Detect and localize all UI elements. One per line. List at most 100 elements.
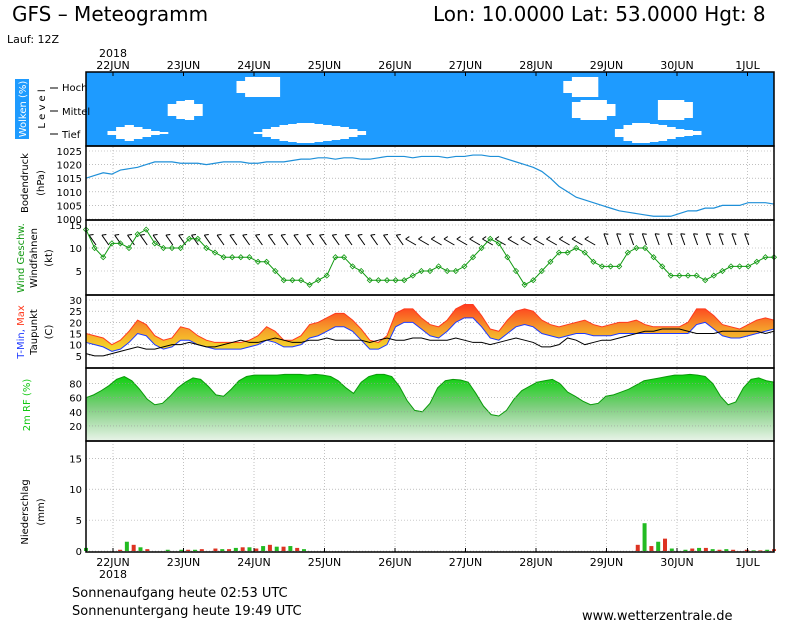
clouds-ylabel: Wolken (%) (18, 81, 29, 138)
wind-barb-shaft (191, 234, 199, 246)
wind-barb-shaft (507, 238, 519, 246)
wind-speed-point (659, 263, 666, 270)
cloud-cell-hoch (563, 81, 573, 93)
cloud-cell-tief (675, 129, 685, 137)
wind-tick-label: 10 (69, 244, 82, 255)
pressure-tick-label: 1015 (57, 174, 82, 185)
wind-speed-point (401, 277, 408, 284)
precip-bar (118, 549, 123, 551)
temp-ylabel: T-Min, Max (16, 305, 27, 360)
cloud-cell-mittel (193, 104, 203, 116)
wind-barb (395, 234, 404, 246)
cloud-cell-tief (322, 125, 332, 141)
sunrise-text: Sonnenaufgang heute 02:53 UTC (72, 586, 288, 601)
wind-barb-shaft (680, 233, 686, 246)
cloud-cell-tief (692, 131, 702, 135)
pressure-tick-label: 1010 (57, 188, 82, 199)
wind-barb-flag (744, 233, 750, 235)
cloud-cell-tief (270, 127, 281, 139)
wind-barb-shaft (571, 238, 583, 246)
wind-barb-flag (731, 233, 737, 235)
wind-barb-shaft (331, 234, 340, 246)
cloud-cell-tief (141, 129, 152, 137)
wind-barb-flag (383, 234, 389, 236)
wind-barb-flag (293, 234, 299, 236)
pressure-line (85, 154, 775, 217)
clouds-ylabel2: L e v e l (37, 89, 48, 128)
precip-bar (697, 547, 702, 551)
wind-barb-flag (507, 236, 513, 240)
wind-barb (319, 234, 327, 246)
cloud-cell-tief (632, 123, 642, 143)
cloud-cell-tief (253, 132, 263, 134)
wind-speed-point (220, 254, 227, 261)
wind-speed-point (762, 254, 769, 261)
cloud-cell-mittel (675, 100, 685, 120)
location-info: Lon: 10.0000 Lat: 53.0000 Hgt: 8 (433, 2, 766, 26)
wind-barb (152, 234, 161, 246)
year-label-bottom: 2018 (99, 568, 127, 581)
cloud-cell-tief (348, 129, 358, 137)
cloud-cell-tief (279, 125, 289, 141)
day-label-top: 26JUN (378, 59, 412, 72)
day-label-top: 25JUN (308, 59, 342, 72)
clouds-ylabel2-group: L e v e l (37, 89, 48, 128)
cloud-cell-tief (107, 131, 117, 135)
wind-speed-point (727, 263, 735, 270)
wind-barb-flag (456, 236, 461, 240)
wind-barb-flag (482, 236, 487, 240)
wind-barb-shaft (357, 234, 366, 246)
precip-bar (124, 541, 129, 551)
year-label-top: 2018 (99, 47, 127, 60)
clouds-ylabel-bg (15, 79, 29, 139)
panel-frame-wind (85, 219, 775, 296)
wind-speed-point (590, 258, 597, 265)
wind-barb-shaft (731, 233, 737, 246)
temp-tick-label: 30 (69, 296, 82, 307)
panel-frame-precip (85, 440, 775, 553)
wind-speed-point (409, 272, 416, 279)
wind-barb (139, 234, 148, 246)
precip-bar (281, 546, 286, 551)
cloud-cell-tief (133, 127, 143, 139)
precip-bar (295, 547, 300, 551)
cloud-cell-hoch (253, 77, 263, 97)
day-label-top: 24JUN (237, 59, 271, 72)
cloud-cell-mittel (167, 104, 177, 116)
wind-speed-point (358, 267, 365, 275)
day-label-top: 1JUL (735, 59, 760, 72)
wind-speed-point (186, 235, 193, 242)
precip-bar (683, 549, 688, 551)
cloud-cell-hoch (589, 77, 599, 97)
cloud-cell-mittel (606, 104, 616, 116)
wind-barb (242, 234, 251, 246)
wind-barb (293, 234, 302, 246)
wind-speed-line (85, 228, 774, 286)
wind-speed-point (521, 281, 528, 288)
wind-speed-point (280, 277, 287, 284)
wind-barb-flag (629, 233, 634, 235)
wind-barb-shaft (533, 238, 545, 246)
cloud-cell-tief (116, 127, 126, 139)
wind-barb-flag (268, 234, 273, 236)
wind-barb-flag (719, 233, 724, 235)
wind-barb (705, 233, 711, 246)
temp-tick-label: 5 (76, 352, 82, 363)
precip-bar (288, 546, 293, 551)
wind-barb-flag (178, 234, 184, 236)
wind-speed-point (478, 244, 485, 252)
humidity-line (85, 373, 775, 417)
wind-speed-point (753, 258, 760, 265)
wind-barb-shaft (558, 238, 570, 246)
day-label-top: 29JUN (590, 59, 624, 72)
wind-barb (456, 236, 468, 246)
wind-barb-shaft (139, 234, 148, 246)
humidity-tick-label: 20 (69, 422, 82, 433)
wind-barb-shaft (101, 234, 110, 246)
wind-speed-point (151, 240, 158, 247)
day-label-bottom: 29JUN (590, 556, 624, 569)
wind-speed-point (452, 267, 459, 275)
precip-bar (758, 550, 763, 551)
wind-barb (603, 233, 609, 246)
wind-speed-point (736, 263, 743, 270)
